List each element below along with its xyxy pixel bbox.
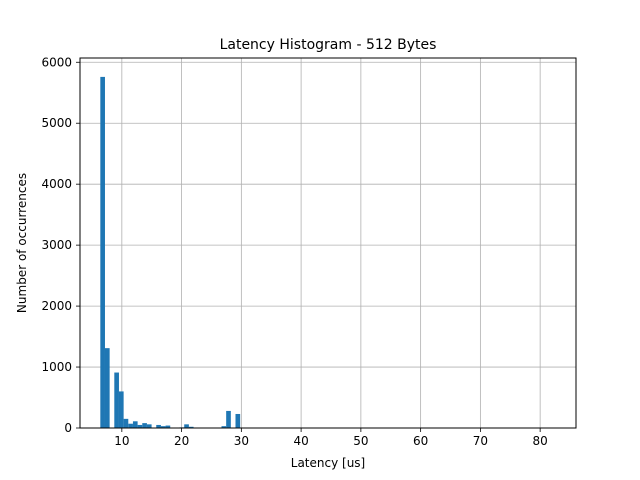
histogram-bar-29 <box>235 413 241 428</box>
histogram-bar-7 <box>132 421 138 428</box>
histogram-bar-1 <box>104 348 110 428</box>
x-tick-label-1: 20 <box>174 434 189 448</box>
x-tick-label-6: 70 <box>473 434 488 448</box>
bars-layer <box>100 76 241 428</box>
y-tick-label-4: 4000 <box>41 177 72 191</box>
histogram-bar-19 <box>188 426 194 428</box>
histogram-bar-10 <box>146 424 152 428</box>
y-tick-label-2: 2000 <box>41 299 72 313</box>
histogram-bar-5 <box>123 418 129 428</box>
ticks-layer: 10 20 30 40 50 60 70 80 0 1000 2000 3000 4000 5000 600… <box>41 55 547 448</box>
histogram-bar-26 <box>221 426 227 428</box>
histogram-bar-8 <box>137 424 143 428</box>
x-tick-label-3: 40 <box>293 434 308 448</box>
x-tick-label-7: 80 <box>533 434 548 448</box>
y-tick-label-6: 6000 <box>41 55 72 69</box>
histogram-bar-3 <box>114 372 119 428</box>
x-tick-label-2: 30 <box>234 434 249 448</box>
plot-area-background <box>80 58 576 428</box>
x-axis-label: Latency [us] <box>291 456 365 470</box>
histogram-bar-0 <box>100 76 105 428</box>
y-tick-label-5: 5000 <box>41 116 72 130</box>
x-tick-label-0: 10 <box>114 434 129 448</box>
y-axis-label: Number of occurrences <box>15 173 29 313</box>
x-tick-label-5: 60 <box>413 434 428 448</box>
histogram-bar-18 <box>184 424 189 428</box>
histogram-bar-9 <box>142 423 147 428</box>
x-tick-label-4: 50 <box>353 434 368 448</box>
plot-frame <box>79 57 577 429</box>
y-tick-label-0: 0 <box>64 421 72 435</box>
histogram-bar-4 <box>118 391 124 428</box>
histogram-bar-6 <box>128 423 133 428</box>
histogram-bar-14 <box>165 425 171 428</box>
y-tick-label-3: 3000 <box>41 238 72 252</box>
histogram-bar-27 <box>226 410 231 428</box>
histogram-bar-13 <box>160 426 166 428</box>
histogram-bar-12 <box>156 424 161 428</box>
y-tick-label-1: 1000 <box>41 360 72 374</box>
chart-title: Latency Histogram - 512 Bytes <box>220 37 437 53</box>
